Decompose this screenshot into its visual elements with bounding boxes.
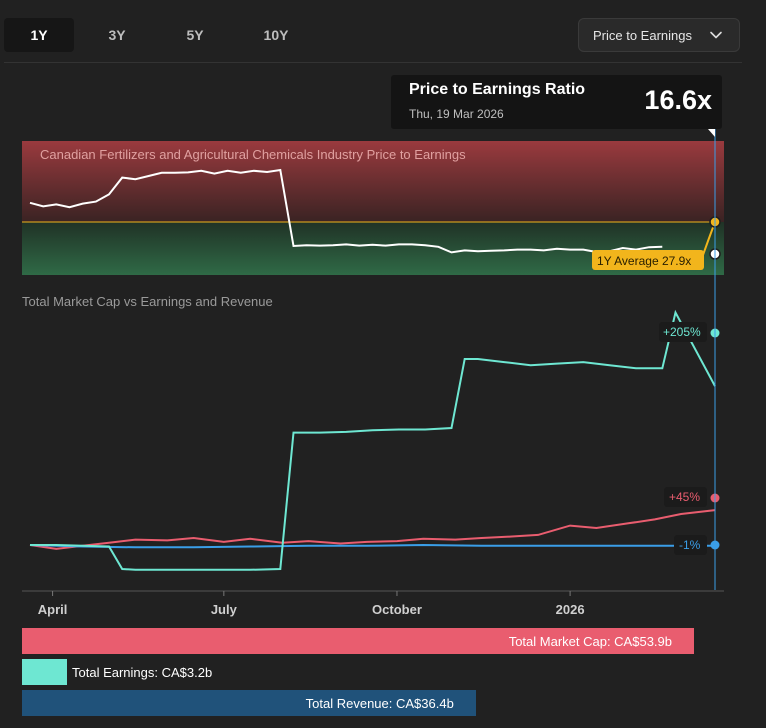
tab-3y[interactable]: 3Y	[108, 27, 126, 43]
x-tick-label: October	[372, 602, 422, 617]
earnings-end-label: +205%	[663, 325, 701, 339]
pe-average-connector	[702, 221, 716, 256]
earnings-legend-label: Total Earnings: CA$3.2b	[72, 664, 213, 680]
earnings-series-line	[30, 309, 716, 571]
pe-average-label: 1Y Average 27.9x	[597, 254, 691, 268]
earnings-end-label-box	[659, 322, 707, 342]
tooltip-pointer	[708, 129, 715, 137]
revenue-legend-label: Total Revenue: CA$36.4b	[305, 695, 454, 711]
x-tick-label: April	[38, 602, 68, 617]
pe-series-line	[29, 168, 663, 254]
revenue-end-label-box	[674, 535, 707, 555]
tooltip-value: 16.6x	[644, 85, 712, 115]
x-tick-label: July	[211, 602, 238, 617]
pe-chart-title: Canadian Fertilizers and Agricultural Ch…	[40, 147, 466, 162]
earnings-legend-bar: Total Earnings: CA$3.2b	[22, 659, 212, 685]
value-tooltip: Price to Earnings Ratio Thu, 19 Mar 2026…	[391, 75, 722, 129]
pe-above-average-zone	[22, 141, 724, 222]
market-cap-end-label: +45%	[669, 490, 700, 504]
market-cap-legend-bar: Total Market Cap: CA$53.9b	[22, 628, 694, 654]
tab-5y[interactable]: 5Y	[186, 27, 204, 43]
metric-dropdown-label: Price to Earnings	[593, 27, 692, 43]
growth-chart-title: Total Market Cap vs Earnings and Revenue	[22, 294, 273, 309]
tab-1y[interactable]: 1Y	[4, 18, 74, 52]
metric-dropdown[interactable]: Price to Earnings	[578, 18, 740, 52]
tooltip-title: Price to Earnings Ratio	[409, 81, 586, 98]
header-divider	[4, 62, 742, 63]
market-cap-end-label-box	[664, 487, 707, 507]
tab-10y[interactable]: 10Y	[263, 27, 289, 43]
revenue-series-line	[29, 543, 715, 549]
timeframe-tabs: 1Y 3Y 5Y 10Y	[4, 18, 322, 54]
market-cap-series-line	[29, 509, 716, 550]
tooltip-date: Thu, 19 Mar 2026	[409, 107, 504, 121]
x-tick-label: 2026	[556, 602, 585, 617]
revenue-legend-bar: Total Revenue: CA$36.4b	[22, 690, 476, 716]
chevron-down-icon	[710, 31, 722, 39]
market-cap-legend-label: Total Market Cap: CA$53.9b	[508, 633, 672, 649]
x-axis-ticks: April July October 2026	[38, 591, 585, 617]
pe-average-badge	[592, 250, 704, 270]
revenue-end-label: -1%	[679, 538, 701, 552]
